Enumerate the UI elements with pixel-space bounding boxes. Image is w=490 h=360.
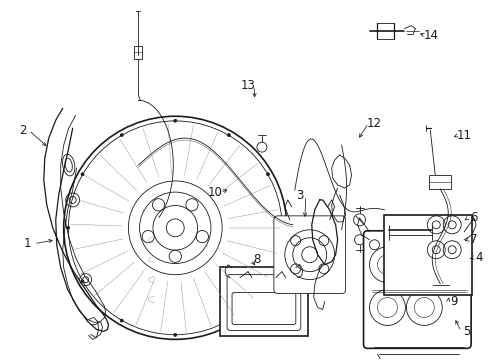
Text: 2: 2 — [19, 124, 26, 137]
Text: 7: 7 — [470, 233, 478, 246]
Circle shape — [174, 119, 177, 122]
Text: 5: 5 — [464, 325, 471, 338]
Bar — [220, 267, 308, 336]
Circle shape — [81, 280, 84, 283]
Bar — [385, 215, 472, 294]
FancyBboxPatch shape — [364, 231, 471, 348]
Circle shape — [267, 280, 270, 283]
Bar — [429, 175, 451, 189]
Circle shape — [67, 226, 70, 229]
Text: 4: 4 — [475, 251, 483, 264]
Circle shape — [267, 173, 270, 176]
Text: 9: 9 — [450, 295, 458, 308]
Text: 3: 3 — [296, 189, 303, 202]
Circle shape — [120, 134, 123, 136]
Text: 6: 6 — [470, 211, 478, 224]
Text: 8: 8 — [253, 253, 261, 266]
Text: 14: 14 — [424, 29, 439, 42]
Circle shape — [281, 226, 284, 229]
Circle shape — [81, 173, 84, 176]
Text: 10: 10 — [208, 186, 222, 199]
Text: 11: 11 — [457, 129, 472, 142]
Circle shape — [120, 319, 123, 322]
FancyBboxPatch shape — [274, 216, 345, 293]
Text: 13: 13 — [241, 79, 255, 92]
Text: 12: 12 — [367, 117, 382, 130]
Bar — [134, 45, 143, 59]
Bar — [316, 240, 334, 255]
Circle shape — [227, 134, 230, 136]
Circle shape — [174, 333, 177, 336]
Circle shape — [227, 319, 230, 322]
Text: 1: 1 — [24, 237, 31, 250]
